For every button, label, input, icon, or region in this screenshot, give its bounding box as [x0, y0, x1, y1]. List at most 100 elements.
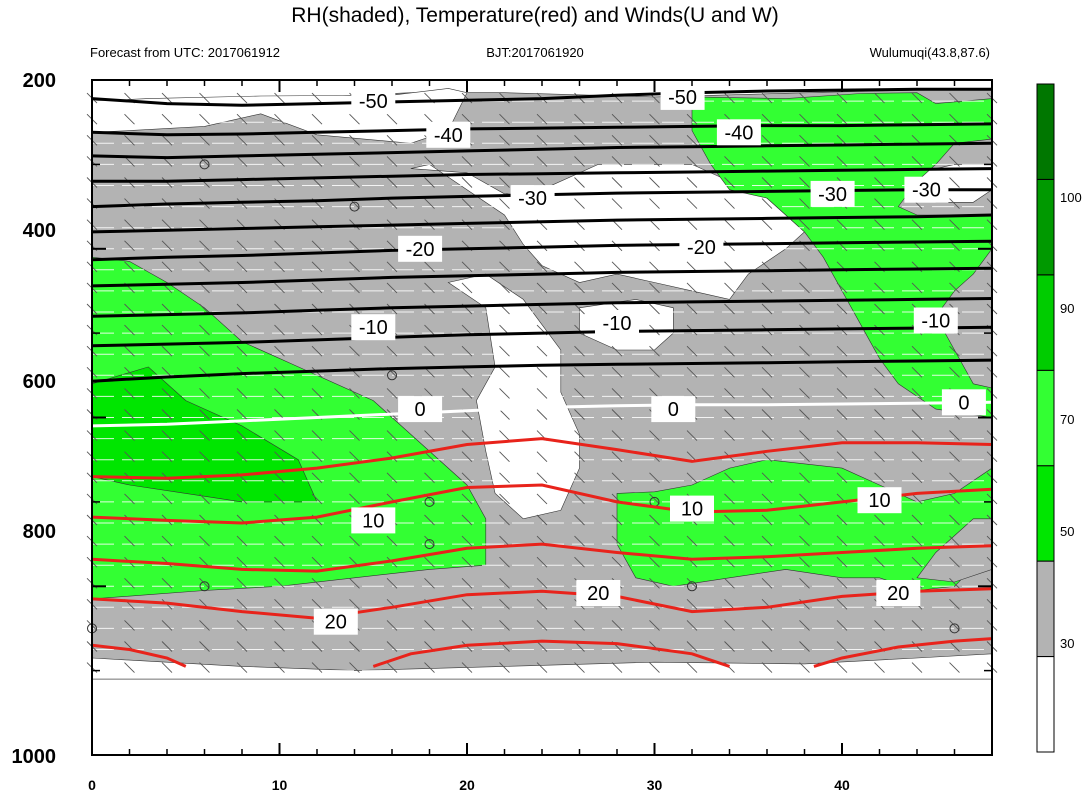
- wind-barb: [574, 282, 585, 294]
- wind-barb: [874, 113, 885, 125]
- temperature-contour: [91, 239, 993, 262]
- wind-barb: [349, 156, 360, 167]
- y-tick-label: 1000: [12, 746, 57, 768]
- wind-barb: [236, 240, 248, 252]
- wind-barb: [349, 535, 360, 547]
- wind-barb: [611, 409, 623, 420]
- wind-barb: [499, 451, 510, 463]
- wind-barb: [649, 430, 660, 441]
- wind-barb: [724, 535, 735, 547]
- wind-barb: [386, 641, 398, 652]
- wind-barb: [311, 345, 323, 357]
- wind-barb: [199, 514, 210, 526]
- wind-barb: [799, 134, 810, 146]
- wind-barb: [949, 177, 960, 188]
- contour-label: -20: [687, 237, 716, 259]
- wind-barb: [799, 514, 810, 526]
- wind-barb: [161, 641, 173, 652]
- wind-barb: [424, 261, 435, 273]
- wind-barb: [686, 219, 698, 231]
- wind-barb: [274, 92, 285, 104]
- wind-barb: [311, 641, 323, 652]
- wind-barb: [124, 493, 135, 505]
- wind-barb: [799, 409, 810, 420]
- wind-barb: [686, 303, 698, 315]
- wind-barb: [311, 92, 323, 104]
- contour-label: 10: [868, 490, 890, 512]
- wind-barb: [311, 662, 323, 673]
- wind-barb: [611, 451, 623, 463]
- contour-label: -20: [406, 239, 435, 261]
- wind-barb: [124, 113, 135, 125]
- wind-barb: [874, 430, 885, 441]
- wind-barb: [724, 430, 735, 441]
- contour-label-box: [313, 608, 358, 635]
- calm-wind-circle: [424, 496, 435, 507]
- wind-barb: [761, 620, 773, 631]
- wind-barb: [836, 345, 848, 357]
- wind-barb: [124, 366, 135, 378]
- wind-barb: [236, 598, 248, 610]
- wind-barb: [724, 156, 735, 167]
- wind-barb: [724, 388, 735, 399]
- wind-barb: [761, 535, 773, 547]
- wind-barb: [199, 493, 210, 505]
- wind-barb: [949, 282, 960, 294]
- temperature-contour: [91, 266, 993, 288]
- wind-barb: [799, 345, 810, 357]
- wind-barb: [911, 156, 923, 167]
- bjt-subtitle: BJT:2017061920: [486, 45, 584, 60]
- wind-barb: [611, 345, 623, 357]
- wind-barb: [574, 134, 585, 146]
- wind-barb: [799, 430, 810, 441]
- wind-barb: [499, 198, 510, 209]
- wind-barb: [274, 493, 285, 505]
- wind-barb: [574, 472, 585, 484]
- colorbar-swatch: [1036, 178, 1055, 276]
- wind-barb: [761, 345, 773, 357]
- wind-barb: [949, 598, 960, 610]
- wind-barb: [236, 113, 248, 125]
- contour-label-box: [660, 83, 705, 110]
- wind-barb: [311, 577, 323, 589]
- colorbar-swatch: [1036, 83, 1055, 180]
- wind-barb: [649, 662, 660, 673]
- contour-label-box: [670, 495, 714, 522]
- contour-label-box: [595, 310, 639, 336]
- temperature-contour: [91, 141, 993, 160]
- wind-barb: [724, 92, 735, 104]
- wind-barb: [574, 345, 585, 357]
- wind-barb: [724, 493, 735, 505]
- contour-label-box: [876, 580, 921, 606]
- contour-label-box: [351, 314, 396, 341]
- temperature-contour: [91, 542, 993, 573]
- wind-barb: [611, 472, 623, 484]
- contour-labels: -50 -50 -40 -40 -30 -30 -30 -20 -20 -10 -10 -10 0 0 0 1…: [313, 83, 986, 635]
- wind-barb: [836, 535, 848, 547]
- wind-barb: [461, 451, 473, 463]
- wind-barb: [499, 345, 510, 357]
- wind-barb: [799, 472, 810, 484]
- wind-barb: [649, 493, 660, 505]
- wind-barb: [536, 261, 548, 273]
- wind-barb: [686, 430, 698, 441]
- wind-barb: [761, 219, 773, 231]
- contour-label-box: [398, 396, 443, 423]
- wind-barb: [349, 261, 360, 273]
- wind-barb: [499, 514, 510, 526]
- y-tick-label: 400: [23, 220, 56, 242]
- calm-wind-circle: [424, 539, 435, 550]
- wind-barb: [536, 366, 548, 378]
- wind-barb: [574, 388, 585, 399]
- y-tick-label: 600: [23, 371, 56, 393]
- wind-barb: [574, 514, 585, 526]
- wind-barb: [611, 556, 623, 568]
- contour-label: -50: [359, 91, 388, 113]
- wind-barb: [799, 577, 810, 589]
- wind-barb: [611, 620, 623, 631]
- wind-barb: [199, 113, 210, 125]
- wind-barb: [761, 409, 773, 420]
- wind-barb: [199, 620, 210, 631]
- wind-barb: [949, 662, 960, 673]
- wind-barb: [461, 556, 473, 568]
